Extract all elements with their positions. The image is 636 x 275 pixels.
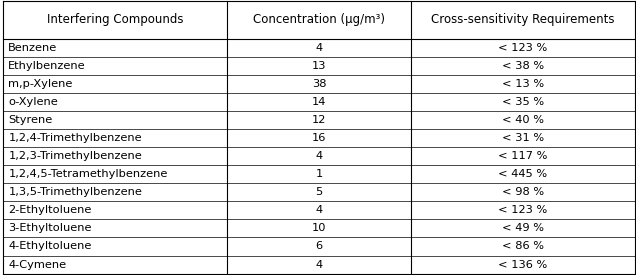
Text: Interfering Compounds: Interfering Compounds xyxy=(47,13,184,26)
Text: 1,2,3-Trimethylbenzene: 1,2,3-Trimethylbenzene xyxy=(8,151,142,161)
Text: Concentration (μg/m³): Concentration (μg/m³) xyxy=(253,13,385,26)
Text: < 445 %: < 445 % xyxy=(498,169,547,179)
Text: 2-Ethyltoluene: 2-Ethyltoluene xyxy=(8,205,92,215)
Text: m,p-Xylene: m,p-Xylene xyxy=(8,79,73,89)
Text: 3-Ethyltoluene: 3-Ethyltoluene xyxy=(8,223,92,233)
Text: 10: 10 xyxy=(312,223,326,233)
Text: 14: 14 xyxy=(312,97,326,107)
Text: < 35 %: < 35 % xyxy=(502,97,544,107)
Text: 4-Ethyltoluene: 4-Ethyltoluene xyxy=(8,241,92,252)
Text: < 117 %: < 117 % xyxy=(498,151,548,161)
Text: 4: 4 xyxy=(315,260,322,270)
Text: < 38 %: < 38 % xyxy=(502,60,544,71)
Text: 1,2,4-Trimethylbenzene: 1,2,4-Trimethylbenzene xyxy=(8,133,142,143)
Text: 6: 6 xyxy=(315,241,322,252)
Text: 16: 16 xyxy=(312,133,326,143)
Text: 4: 4 xyxy=(315,151,322,161)
Text: 1,3,5-Trimethylbenzene: 1,3,5-Trimethylbenzene xyxy=(8,187,142,197)
Text: 1,2,4,5-Tetramethylbenzene: 1,2,4,5-Tetramethylbenzene xyxy=(8,169,168,179)
Text: < 123 %: < 123 % xyxy=(498,205,547,215)
Text: Styrene: Styrene xyxy=(8,115,53,125)
Text: < 136 %: < 136 % xyxy=(498,260,547,270)
Text: o-Xylene: o-Xylene xyxy=(8,97,58,107)
Text: < 13 %: < 13 % xyxy=(502,79,544,89)
Text: 4: 4 xyxy=(315,205,322,215)
Text: 5: 5 xyxy=(315,187,322,197)
Text: < 31 %: < 31 % xyxy=(502,133,544,143)
Text: Cross-sensitivity Requirements: Cross-sensitivity Requirements xyxy=(431,13,614,26)
Text: 4-Cymene: 4-Cymene xyxy=(8,260,66,270)
Text: 1: 1 xyxy=(315,169,322,179)
Text: Ethylbenzene: Ethylbenzene xyxy=(8,60,86,71)
Text: 12: 12 xyxy=(312,115,326,125)
Text: 13: 13 xyxy=(312,60,326,71)
Text: < 123 %: < 123 % xyxy=(498,43,547,53)
Text: < 49 %: < 49 % xyxy=(502,223,544,233)
Text: 4: 4 xyxy=(315,43,322,53)
Text: Benzene: Benzene xyxy=(8,43,57,53)
Text: < 86 %: < 86 % xyxy=(502,241,544,252)
Text: < 40 %: < 40 % xyxy=(502,115,544,125)
Text: 38: 38 xyxy=(312,79,326,89)
Text: < 98 %: < 98 % xyxy=(502,187,544,197)
